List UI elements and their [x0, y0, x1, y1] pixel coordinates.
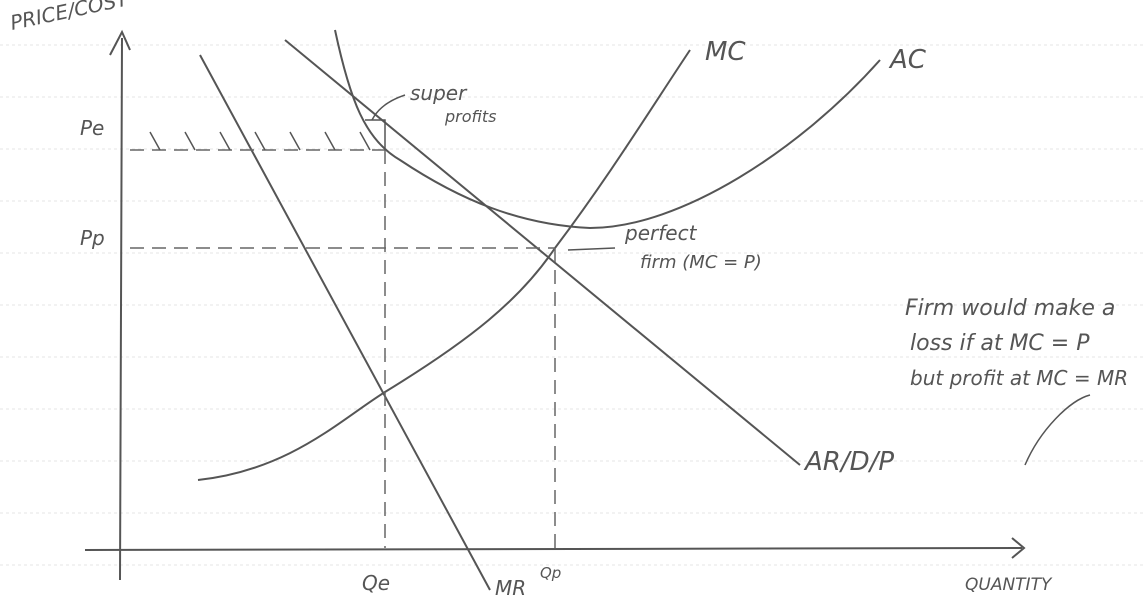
perfect-firm-2: firm (MC = P): [640, 252, 762, 273]
paper-lines: [0, 44, 1145, 566]
qp-label: Qp: [540, 564, 561, 582]
mr-curve: [199, 54, 491, 591]
note-tick: [1024, 394, 1091, 466]
x-axis: [84, 537, 1026, 559]
mr-label: MR: [495, 576, 526, 600]
super-profits-2: profits: [444, 107, 496, 126]
note-1: Firm would make a: [905, 296, 1115, 321]
demand-label: AR/D/P: [803, 447, 894, 477]
mc-curve: [197, 49, 691, 481]
pe-label: Pe: [80, 116, 104, 140]
mc-label: MC: [705, 37, 746, 67]
ac-label: AC: [888, 45, 927, 75]
y-axis: [109, 29, 131, 581]
super-profit-arrow: [371, 94, 406, 121]
ac-curve: [334, 29, 881, 230]
perfect-firm-1: perfect: [624, 221, 698, 245]
y-axis-label: PRICE/COST: [8, 0, 132, 35]
note-2: loss if at MC = P: [910, 331, 1090, 356]
pp-label: Pp: [80, 226, 105, 250]
perfect-arrow: [567, 247, 616, 251]
super-profit-hatch: [149, 119, 386, 151]
qe-label: Qe: [362, 571, 390, 595]
note-3: but profit at MC = MR: [910, 366, 1128, 390]
demand-curve: [284, 39, 801, 466]
super-profits-1: super: [410, 81, 468, 105]
x-axis-label: QUANTITY: [965, 575, 1053, 595]
